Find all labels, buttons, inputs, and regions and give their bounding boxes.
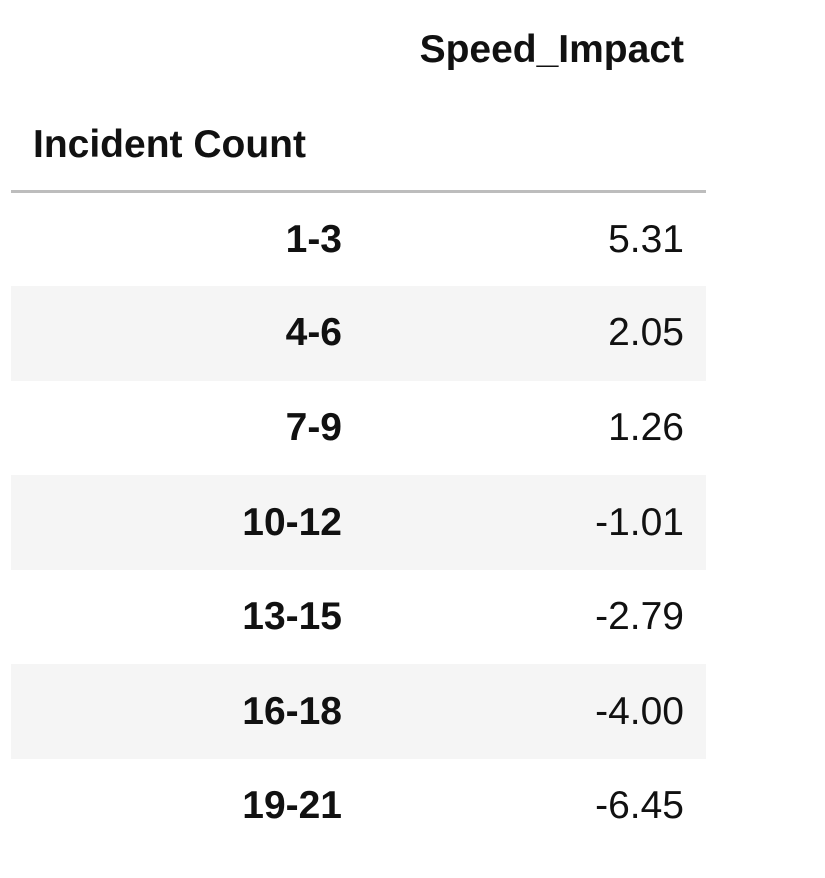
row-value-cell: 5.31 bbox=[608, 217, 684, 261]
table-row: 4-6 2.05 bbox=[11, 286, 706, 381]
table-row: 10-12 -1.01 bbox=[11, 475, 706, 570]
data-table: Speed_Impact Incident Count 1-3 5.31 4-6… bbox=[11, 0, 706, 854]
row-value-cell: -4.00 bbox=[595, 689, 684, 733]
index-name-row-spacer bbox=[364, 100, 706, 193]
row-value-cell: 1.26 bbox=[608, 405, 684, 449]
row-index-label: 10-12 bbox=[242, 500, 342, 544]
column-header-speed-impact: Speed_Impact bbox=[419, 28, 684, 71]
row-index-label: 1-3 bbox=[285, 217, 342, 261]
index-name-header: Incident Count bbox=[11, 100, 364, 193]
row-index-label: 4-6 bbox=[285, 311, 342, 355]
row-index-label: 16-18 bbox=[242, 689, 342, 733]
header-corner-cell bbox=[11, 0, 364, 100]
table-row: 16-18 -4.00 bbox=[11, 664, 706, 760]
table-row: 13-15 -2.79 bbox=[11, 570, 706, 665]
row-value-cell: -2.79 bbox=[595, 595, 684, 639]
table-row: 7-9 1.26 bbox=[11, 381, 706, 476]
row-value-cell: -1.01 bbox=[595, 500, 684, 544]
column-header-row: Speed_Impact bbox=[11, 0, 706, 100]
table-row: 19-21 -6.45 bbox=[11, 759, 706, 854]
table-row: 1-3 5.31 bbox=[11, 192, 706, 287]
row-value-cell: 2.05 bbox=[608, 311, 684, 355]
index-name-row: Incident Count bbox=[11, 100, 706, 193]
row-index-label: 13-15 bbox=[242, 595, 342, 639]
row-index-label: 19-21 bbox=[242, 784, 342, 828]
row-value-cell: -6.45 bbox=[595, 784, 684, 828]
row-index-label: 7-9 bbox=[285, 405, 342, 449]
